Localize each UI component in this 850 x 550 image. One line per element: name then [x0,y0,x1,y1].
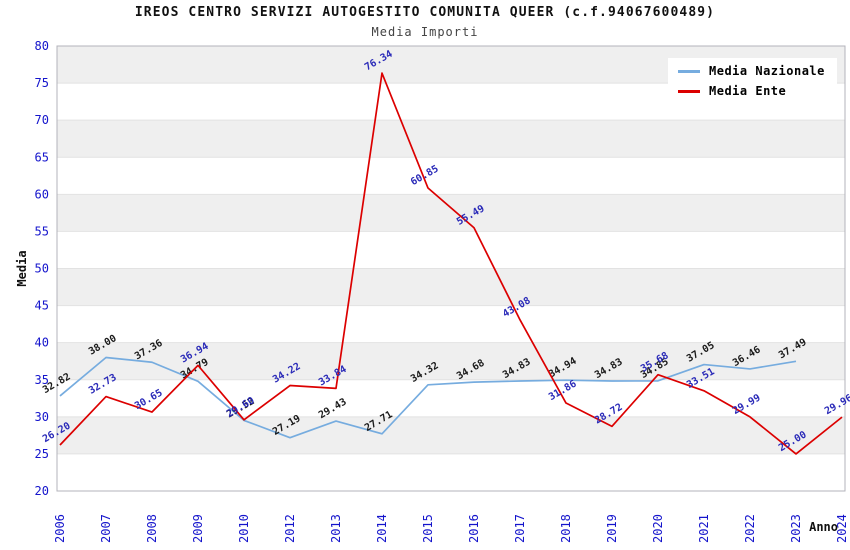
x-tick-label: 2010 [237,514,251,543]
plot-background-band [57,194,845,232]
x-tick-label: 2012 [283,514,297,543]
plot-background-band [57,157,845,195]
legend-item-media-ente: Media Ente [678,84,825,98]
y-tick-label: 60 [35,187,49,201]
x-tick-label: 2015 [421,514,435,543]
y-tick-label: 70 [35,113,49,127]
media-nazionale-line-swatch [678,69,700,73]
legend-label-media-nazionale: Media Nazionale [709,64,825,78]
y-tick-label: 30 [35,410,49,424]
plot-background-band [57,416,845,454]
x-tick-label: 2006 [53,514,67,543]
y-tick-label: 35 [35,373,49,387]
series-line-media-nazionale [59,356,797,439]
x-tick-label: 2009 [191,514,205,543]
plot-border [56,45,846,492]
y-axis-title: Media [15,250,29,286]
x-tick-label: 2023 [789,514,803,543]
y-tick-label: 65 [35,150,49,164]
plot-background-band [57,342,845,380]
x-tick-label: 2018 [559,514,573,543]
x-tick-label: 2019 [605,514,619,543]
x-tick-label: 2024 [835,514,849,543]
chart-subtitle: Media Importi [371,25,479,39]
x-axis-title: Anno [809,520,838,534]
series-line-media-ente [59,72,843,455]
plot-background-band [57,379,845,417]
y-tick-label: 50 [35,262,49,276]
plot-background-band [57,268,845,306]
legend-item-media-nazionale: Media Nazionale [678,64,825,78]
y-tick-label: 40 [35,336,49,350]
x-tick-label: 2017 [513,514,527,543]
y-tick-label: 20 [35,484,49,498]
y-tick-label: 45 [35,299,49,313]
plot-background-band [57,120,845,158]
x-tick-label: 2014 [375,514,389,543]
chart-title: IREOS CENTRO SERVIZI AUTOGESTITO COMUNIT… [134,5,716,20]
x-tick-label: 2007 [99,514,113,543]
legend-label-media-ente: Media Ente [709,84,787,98]
media-ente-line-swatch [678,89,700,93]
x-tick-label: 2013 [329,514,343,543]
plot-background-band [57,305,845,343]
plot-background-band [57,453,845,491]
y-tick-label: 55 [35,224,49,238]
x-tick-label: 2021 [697,514,711,543]
x-tick-label: 2020 [651,514,665,543]
plot-background-band [57,231,845,269]
y-tick-label: 80 [35,39,49,53]
x-tick-label: 2022 [743,514,757,543]
x-tick-label: 2016 [467,514,481,543]
legend: Media Nazionale Media Ente [668,58,837,106]
y-tick-label: 75 [35,76,49,90]
y-tick-label: 25 [35,447,49,461]
x-tick-label: 2008 [145,514,159,543]
